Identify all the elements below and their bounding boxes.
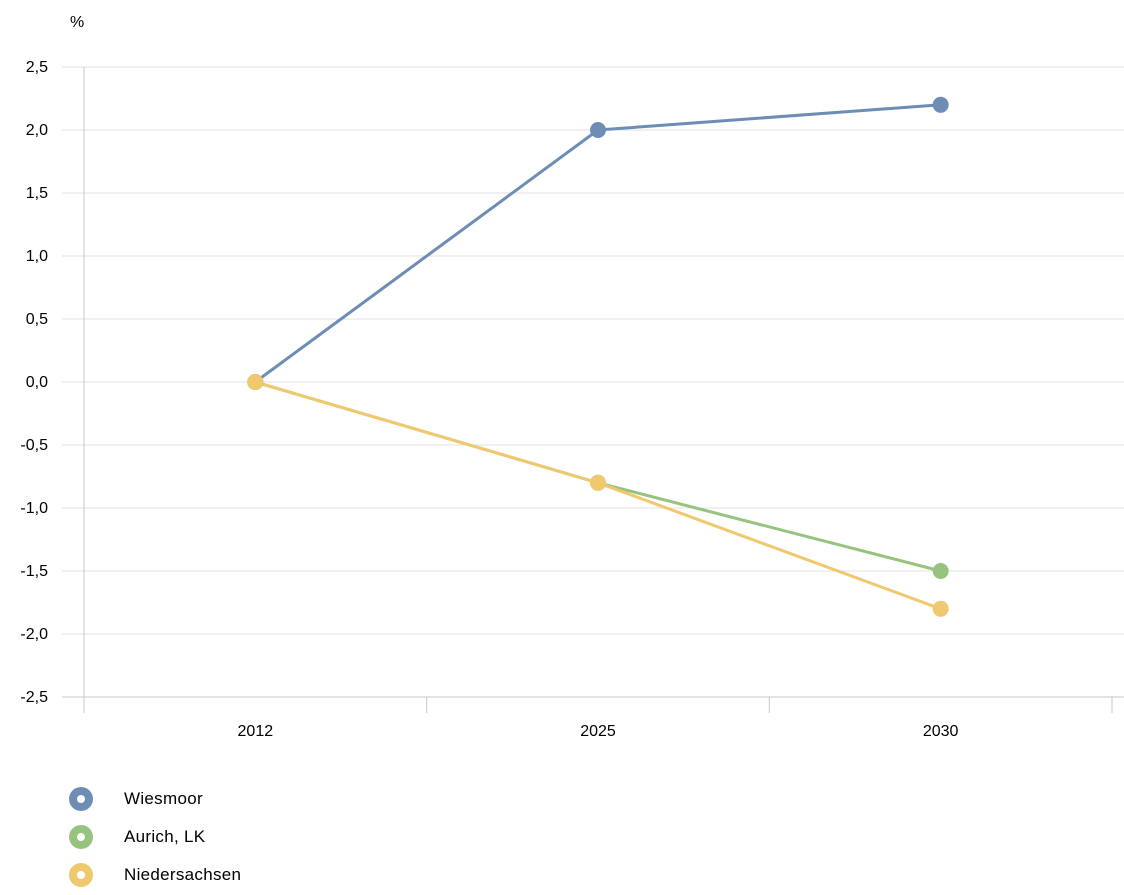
legend-label: Wiesmoor	[124, 789, 203, 808]
y-tick-label: 0,5	[26, 311, 48, 328]
x-tick-label: 2012	[238, 723, 274, 740]
legend-item: Wiesmoor	[68, 780, 241, 818]
y-axis: 2,5 2,0 1,5 1,0 0,5 0,0 -0,5 -1,0 -1,5 -2,0 -2,5	[20, 59, 85, 713]
legend-marker	[69, 787, 93, 811]
y-axis-unit-label: %	[70, 14, 84, 31]
y-tick-label: -1,5	[20, 563, 48, 580]
y-tick-label: -1,0	[20, 500, 48, 517]
series-points	[247, 96, 949, 617]
y-tick-label: -0,5	[20, 437, 48, 454]
legend-marker	[69, 863, 93, 887]
y-tick-label: 2,0	[26, 122, 48, 139]
series-lines	[254, 103, 942, 611]
x-tick-label: 2030	[923, 723, 959, 740]
legend: Wiesmoor Aurich, LK Niedersachsen	[68, 780, 241, 894]
legend-label: Aurich, LK	[124, 827, 206, 846]
legend-marker	[69, 825, 93, 849]
series-line	[254, 103, 941, 384]
data-point	[590, 122, 606, 138]
line-chart: % 2,5 2,0 1,5 1,0 0,5 0,0 -0,5 -1,0 -1,5 -2,0 -2,5…	[20, 14, 1124, 740]
y-tick-label: 1,5	[26, 185, 48, 202]
series-line	[254, 380, 942, 611]
data-point	[247, 374, 264, 390]
legend-item: Niedersachsen	[68, 856, 241, 894]
x-axis: 2012 2025 2030	[83, 697, 1113, 740]
y-tick-label: 1,0	[26, 248, 48, 265]
legend-label: Niedersachsen	[124, 865, 242, 884]
y-tick-label: -2,0	[20, 626, 48, 643]
data-point	[932, 563, 949, 579]
data-point	[932, 600, 949, 617]
x-tick-label: 2025	[580, 723, 616, 740]
data-point	[590, 474, 606, 491]
grid	[62, 66, 1124, 698]
legend-item: Aurich, LK	[68, 818, 241, 856]
y-tick-label: -2,5	[20, 689, 48, 706]
y-tick-label: 0,0	[26, 374, 48, 391]
data-point	[932, 96, 949, 113]
y-tick-label: 2,5	[26, 59, 48, 76]
